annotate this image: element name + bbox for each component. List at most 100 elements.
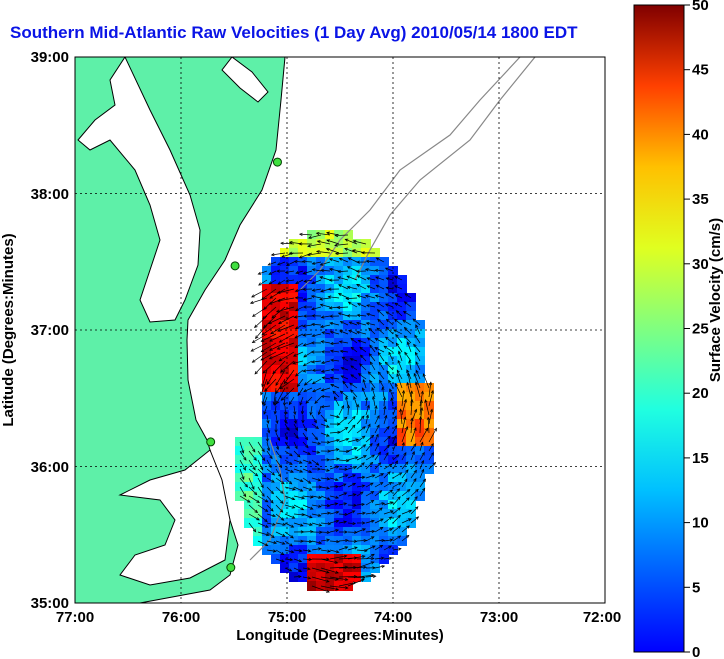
velocity-arrowhead bbox=[338, 284, 342, 288]
velocity-arrowhead bbox=[327, 295, 332, 299]
velocity-arrowhead bbox=[419, 399, 423, 404]
velocity-arrow bbox=[307, 252, 322, 256]
velocity-arrowhead bbox=[264, 508, 269, 512]
velocity-arrowhead bbox=[294, 344, 299, 349]
velocity-arrow bbox=[257, 477, 264, 488]
velocity-arrowhead bbox=[268, 281, 273, 285]
velocity-arrow bbox=[275, 495, 284, 504]
velocity-arrowhead bbox=[420, 407, 424, 411]
velocity-arrow bbox=[312, 387, 322, 392]
velocity-arrowhead bbox=[268, 301, 273, 305]
velocity-arrowhead bbox=[339, 330, 343, 334]
velocity-arrowhead bbox=[377, 462, 382, 466]
velocity-arrowhead bbox=[430, 452, 434, 456]
velocity-arrowhead bbox=[394, 460, 398, 465]
velocity-arrowhead bbox=[288, 240, 293, 245]
velocity-arrow bbox=[348, 330, 358, 335]
velocity-arrowhead bbox=[308, 487, 313, 491]
velocity-arrow bbox=[268, 261, 277, 266]
velocity-arrow bbox=[365, 435, 374, 443]
velocity-arrow bbox=[383, 482, 392, 488]
velocity-arrowhead bbox=[397, 547, 402, 551]
velocity-arrow bbox=[401, 417, 406, 434]
velocity-arrowhead bbox=[271, 315, 276, 319]
velocity-arrowhead bbox=[384, 361, 389, 366]
velocity-arrow bbox=[383, 510, 394, 515]
velocity-arrowhead bbox=[257, 271, 262, 275]
velocity-arrow bbox=[320, 261, 331, 266]
velocity-arrowhead bbox=[326, 503, 331, 508]
velocity-arrow bbox=[419, 452, 425, 461]
velocity-arrow bbox=[311, 576, 330, 583]
velocity-arrowhead bbox=[266, 381, 270, 386]
velocity-arrow bbox=[353, 396, 358, 407]
velocity-arrowhead bbox=[317, 504, 322, 508]
velocity-arrowhead bbox=[384, 414, 388, 419]
velocity-arrow bbox=[320, 423, 330, 428]
velocity-arrow bbox=[335, 234, 349, 236]
velocity-arrow bbox=[338, 270, 349, 272]
x-tick-label: 73:00 bbox=[480, 609, 518, 626]
velocity-arrow bbox=[356, 455, 367, 461]
velocity-arrowhead bbox=[294, 296, 299, 300]
velocity-arrowhead bbox=[389, 388, 393, 393]
velocity-arrowhead bbox=[385, 286, 390, 290]
velocity-arrowhead bbox=[356, 321, 360, 325]
velocity-arrow bbox=[302, 261, 313, 263]
velocity-arrow bbox=[369, 344, 376, 353]
velocity-arrowhead bbox=[382, 396, 387, 401]
velocity-arrow bbox=[414, 352, 421, 362]
colorbar-ticks: 0 5 10 15 20 25 30 35 40 45 50 bbox=[684, 0, 709, 659]
y-tick-label: 35:00 bbox=[31, 595, 69, 612]
velocity-arrow bbox=[284, 513, 295, 519]
velocity-arrowhead bbox=[344, 467, 349, 471]
velocity-arrow bbox=[410, 478, 417, 488]
velocity-arrow bbox=[347, 416, 356, 425]
velocity-arrow bbox=[312, 333, 322, 337]
velocity-arrow bbox=[338, 284, 349, 290]
velocity-arrow bbox=[321, 405, 331, 408]
velocity-arrow bbox=[281, 252, 295, 258]
velocity-arrow bbox=[374, 443, 380, 452]
velocity-arrow bbox=[294, 333, 304, 339]
velocity-arrowhead bbox=[326, 589, 330, 593]
velocity-arrowhead bbox=[414, 351, 418, 356]
velocity-arrow bbox=[383, 516, 392, 524]
velocity-arrow bbox=[397, 360, 403, 371]
x-tick-label: 76:00 bbox=[162, 609, 200, 626]
velocity-arrow bbox=[266, 486, 274, 494]
velocity-arrowhead bbox=[390, 510, 394, 514]
velocity-arrowhead bbox=[335, 465, 340, 469]
velocity-arrowhead bbox=[397, 525, 402, 529]
velocity-arrow bbox=[303, 351, 313, 358]
velocity-arrowhead bbox=[398, 350, 402, 355]
velocity-arrow bbox=[428, 452, 434, 461]
velocity-arrow bbox=[348, 301, 358, 308]
velocity-arrow bbox=[239, 450, 247, 461]
velocity-arrow bbox=[415, 370, 421, 380]
velocity-arrow bbox=[383, 426, 390, 434]
velocity-arrowhead bbox=[278, 321, 282, 324]
velocity-arrow bbox=[311, 567, 329, 573]
velocity-arrow bbox=[329, 439, 340, 443]
velocity-arrowhead bbox=[320, 340, 325, 344]
velocity-arrowhead bbox=[329, 314, 333, 318]
velocity-arrowhead bbox=[335, 448, 340, 452]
velocity-arrowhead bbox=[356, 294, 361, 298]
velocity-arrow bbox=[401, 489, 411, 497]
velocity-arrowhead bbox=[329, 330, 334, 334]
velocity-arrow bbox=[320, 414, 327, 422]
velocity-arrowhead bbox=[344, 546, 349, 550]
velocity-arrowhead bbox=[364, 268, 369, 272]
velocity-arrow bbox=[369, 353, 376, 362]
velocity-arrow bbox=[374, 452, 381, 461]
velocity-arrow bbox=[274, 396, 277, 406]
velocity-arrowhead bbox=[344, 238, 349, 242]
velocity-arrowhead bbox=[261, 401, 265, 405]
velocity-arrow bbox=[257, 450, 266, 461]
velocity-arrow bbox=[410, 470, 417, 479]
velocity-arrow bbox=[356, 404, 359, 416]
velocity-arrow bbox=[376, 302, 385, 308]
velocity-arrow bbox=[365, 443, 373, 452]
velocity-arrow bbox=[339, 258, 349, 263]
